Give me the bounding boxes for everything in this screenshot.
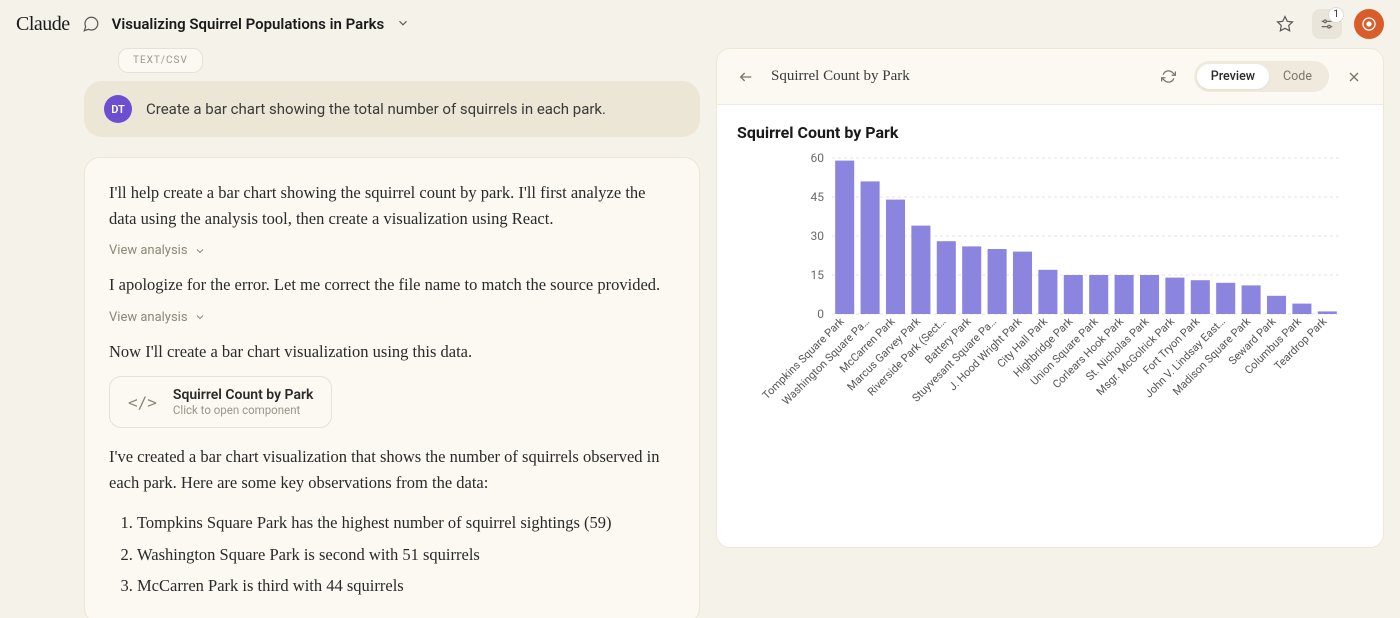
top-bar: Claude Visualizing Squirrel Populations … (0, 0, 1400, 48)
chevron-down-icon (194, 245, 206, 257)
assistant-paragraph: Now I'll create a bar chart visualizatio… (109, 339, 675, 365)
assistant-paragraph: I'll help create a bar chart showing the… (109, 180, 675, 231)
brand-logo[interactable]: Claude (16, 13, 70, 36)
svg-text:30: 30 (811, 229, 825, 243)
svg-text:15: 15 (811, 268, 825, 282)
list-item: Washington Square Park is second with 51… (137, 539, 675, 570)
svg-text:60: 60 (811, 151, 825, 165)
tab-code[interactable]: Code (1269, 64, 1326, 89)
observations-list: Tompkins Square Park has the highest num… (109, 507, 675, 601)
assistant-paragraph: I apologize for the error. Let me correc… (109, 272, 675, 298)
assistant-message: I'll help create a bar chart showing the… (84, 157, 700, 618)
file-attachment-chip[interactable]: TEXT/CSV (118, 48, 203, 73)
artifact-panel: Squirrel Count by Park Preview Code Squi… (716, 48, 1384, 548)
star-icon[interactable] (1270, 9, 1300, 39)
svg-text:45: 45 (811, 190, 825, 204)
artifact-card[interactable]: </> Squirrel Count by Park Click to open… (109, 376, 332, 428)
artifact-preview-body: Squirrel Count by Park 015304560Tompkins… (717, 105, 1383, 547)
tab-preview[interactable]: Preview (1197, 64, 1269, 89)
artifact-panel-header: Squirrel Count by Park Preview Code (717, 49, 1383, 105)
chart-title: Squirrel Count by Park (737, 123, 1363, 142)
user-initials-avatar: DT (104, 95, 132, 123)
artifact-subtitle: Click to open component (173, 403, 313, 417)
conversation-title[interactable]: Visualizing Squirrel Populations in Park… (112, 15, 385, 33)
list-item: McCarren Park is third with 44 squirrels (137, 570, 675, 601)
settings-button[interactable]: 1 (1312, 9, 1342, 39)
user-message-text: Create a bar chart showing the total num… (146, 100, 606, 118)
assistant-paragraph: I've created a bar chart visualization t… (109, 444, 675, 495)
back-arrow-icon[interactable] (735, 66, 757, 88)
view-analysis-link[interactable]: View analysis (109, 243, 675, 258)
chevron-down-icon[interactable] (396, 15, 410, 34)
user-message: DT Create a bar chart showing the total … (84, 81, 700, 137)
preview-code-toggle[interactable]: Preview Code (1194, 61, 1329, 92)
chat-icon (82, 15, 100, 33)
bar-chart: 015304560Tompkins Square ParkWashington … (737, 150, 1363, 490)
refresh-icon[interactable] (1158, 66, 1180, 88)
svg-text:0: 0 (817, 307, 824, 321)
settings-badge: 1 (1328, 7, 1344, 23)
chevron-down-icon (194, 311, 206, 323)
code-icon: </> (128, 393, 157, 412)
close-icon[interactable] (1343, 66, 1365, 88)
user-avatar-button[interactable] (1354, 9, 1384, 39)
conversation-column: TEXT/CSV DT Create a bar chart showing t… (0, 48, 700, 618)
artifact-panel-title: Squirrel Count by Park (771, 68, 910, 85)
list-item: Tompkins Square Park has the highest num… (137, 507, 675, 538)
artifact-title: Squirrel Count by Park (173, 387, 313, 403)
view-analysis-link[interactable]: View analysis (109, 310, 675, 325)
